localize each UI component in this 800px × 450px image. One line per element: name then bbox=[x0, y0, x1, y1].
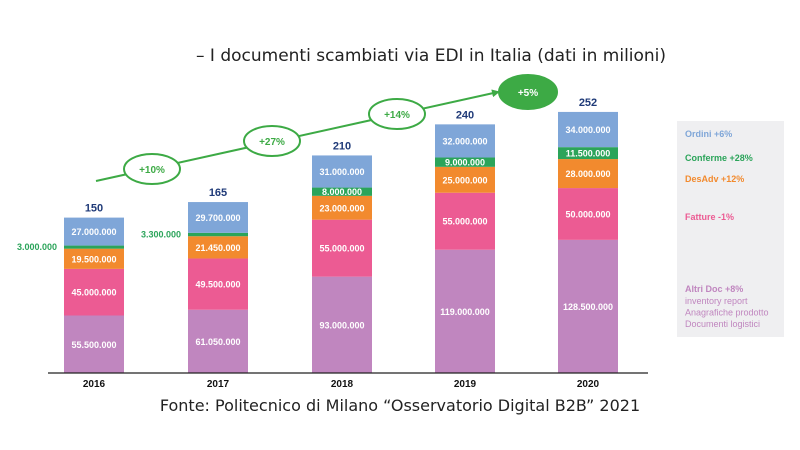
bar-segment-fatture-2017 bbox=[188, 258, 248, 310]
data-label-desadv-2020: 28.000.000 bbox=[565, 169, 610, 179]
x-tick-label-2018: 2018 bbox=[331, 379, 354, 390]
data-label-altri-2017: 61.050.000 bbox=[195, 337, 240, 347]
legend-item-fatture: Fatture -1% bbox=[685, 212, 734, 222]
data-label-conferme-2018: 8.000.000 bbox=[322, 187, 362, 197]
bar-segment-fatture-2019 bbox=[435, 192, 495, 250]
x-tick-label-2020: 2020 bbox=[577, 379, 600, 390]
data-label-altri-2016: 55.500.000 bbox=[71, 340, 116, 350]
bar-segment-conferme-2020 bbox=[558, 147, 618, 160]
legend-item-conferme: Conferme +28% bbox=[685, 153, 753, 163]
bar-segment-desadv-2019 bbox=[435, 166, 495, 193]
data-label-ordini-2018: 31.000.000 bbox=[319, 167, 364, 177]
x-tick-label-2017: 2017 bbox=[207, 379, 230, 390]
data-label-altri-2019: 119.000.000 bbox=[440, 307, 490, 317]
data-label-conferme-2016: 3.000.000 bbox=[17, 242, 57, 252]
data-label-desadv-2019: 25.000.000 bbox=[442, 175, 487, 185]
growth-label-4: +5% bbox=[518, 88, 538, 99]
data-label-conferme-2020: 11.500.000 bbox=[566, 149, 611, 159]
growth-ellipse-3 bbox=[368, 98, 426, 130]
bar-segment-conferme-2017 bbox=[188, 232, 248, 237]
bar-segment-fatture-2016 bbox=[64, 268, 124, 316]
bar-segment-ordini-2017 bbox=[188, 202, 248, 233]
bar-segment-desadv-2020 bbox=[558, 159, 618, 189]
bar-segment-desadv-2017 bbox=[188, 236, 248, 259]
data-label-conferme-2017: 3.300.000 bbox=[141, 230, 181, 240]
data-label-desadv-2016: 19.500.000 bbox=[71, 254, 116, 264]
bar-segment-fatture-2018 bbox=[312, 219, 372, 277]
bar-segment-altri-2020 bbox=[558, 239, 618, 373]
growth-label-1: +10% bbox=[139, 165, 165, 176]
data-label-fatture-2019: 55.000.000 bbox=[442, 217, 487, 227]
bar-segment-altri-2017 bbox=[188, 309, 248, 373]
total-label-2018: 210 bbox=[333, 140, 351, 152]
data-label-ordini-2016: 27.000.000 bbox=[71, 227, 116, 237]
data-label-desadv-2017: 21.450.000 bbox=[195, 243, 240, 253]
bar-segment-conferme-2018 bbox=[312, 187, 372, 196]
bar-segment-ordini-2019 bbox=[435, 124, 495, 158]
bar-segment-fatture-2020 bbox=[558, 188, 618, 240]
legend-item-desadv: DesAdv +12% bbox=[685, 174, 744, 184]
chart-title: – I documenti scambiati via EDI in Itali… bbox=[196, 46, 667, 66]
bar-segment-ordini-2018 bbox=[312, 155, 372, 188]
bar-segment-conferme-2016 bbox=[64, 245, 124, 249]
bar-segment-desadv-2018 bbox=[312, 195, 372, 220]
bar-segment-ordini-2016 bbox=[64, 217, 124, 246]
source-note: Fonte: Politecnico di Milano “Osservator… bbox=[159, 396, 641, 415]
data-label-fatture-2020: 50.000.000 bbox=[565, 209, 610, 219]
data-label-desadv-2018: 23.000.000 bbox=[319, 203, 364, 213]
growth-label-2: +27% bbox=[259, 137, 285, 148]
bar-segment-altri-2018 bbox=[312, 276, 372, 373]
growth-ellipse-4 bbox=[498, 74, 558, 110]
growth-label-3: +14% bbox=[384, 110, 410, 121]
growth-ellipse-2 bbox=[243, 125, 301, 157]
total-label-2017: 165 bbox=[209, 187, 227, 199]
bar-segment-conferme-2019 bbox=[435, 157, 495, 167]
data-label-altri-2020: 128.500.000 bbox=[563, 302, 613, 312]
growth-ellipse-1 bbox=[123, 153, 181, 185]
data-label-fatture-2017: 49.500.000 bbox=[195, 280, 240, 290]
bar-segment-altri-2019 bbox=[435, 249, 495, 373]
data-label-altri-2018: 93.000.000 bbox=[319, 320, 364, 330]
legend-box bbox=[677, 121, 784, 337]
bar-segment-desadv-2016 bbox=[64, 248, 124, 269]
legend-item-altri: Altri Doc +8% bbox=[685, 284, 743, 294]
legend-detail-1: inventory report bbox=[685, 296, 748, 306]
total-label-2019: 240 bbox=[456, 109, 474, 121]
data-label-fatture-2018: 55.000.000 bbox=[319, 244, 364, 254]
bar-segment-altri-2016 bbox=[64, 315, 124, 373]
total-label-2020: 252 bbox=[579, 97, 597, 109]
data-label-ordini-2017: 29.700.000 bbox=[195, 213, 240, 223]
data-label-ordini-2019: 32.000.000 bbox=[442, 136, 487, 146]
bar-segment-ordini-2020 bbox=[558, 111, 618, 148]
total-label-2016: 150 bbox=[85, 203, 103, 215]
legend-detail-2: Anagrafiche prodotto bbox=[685, 308, 769, 318]
data-label-conferme-2019: 9.000.000 bbox=[445, 158, 485, 168]
x-tick-label-2016: 2016 bbox=[83, 379, 106, 390]
legend-detail-3: Documenti logistici bbox=[685, 319, 760, 329]
x-tick-label-2019: 2019 bbox=[454, 379, 477, 390]
data-label-ordini-2020: 34.000.000 bbox=[565, 125, 610, 135]
legend-item-ordini: Ordini +6% bbox=[685, 129, 732, 139]
data-label-fatture-2016: 45.000.000 bbox=[71, 288, 116, 298]
